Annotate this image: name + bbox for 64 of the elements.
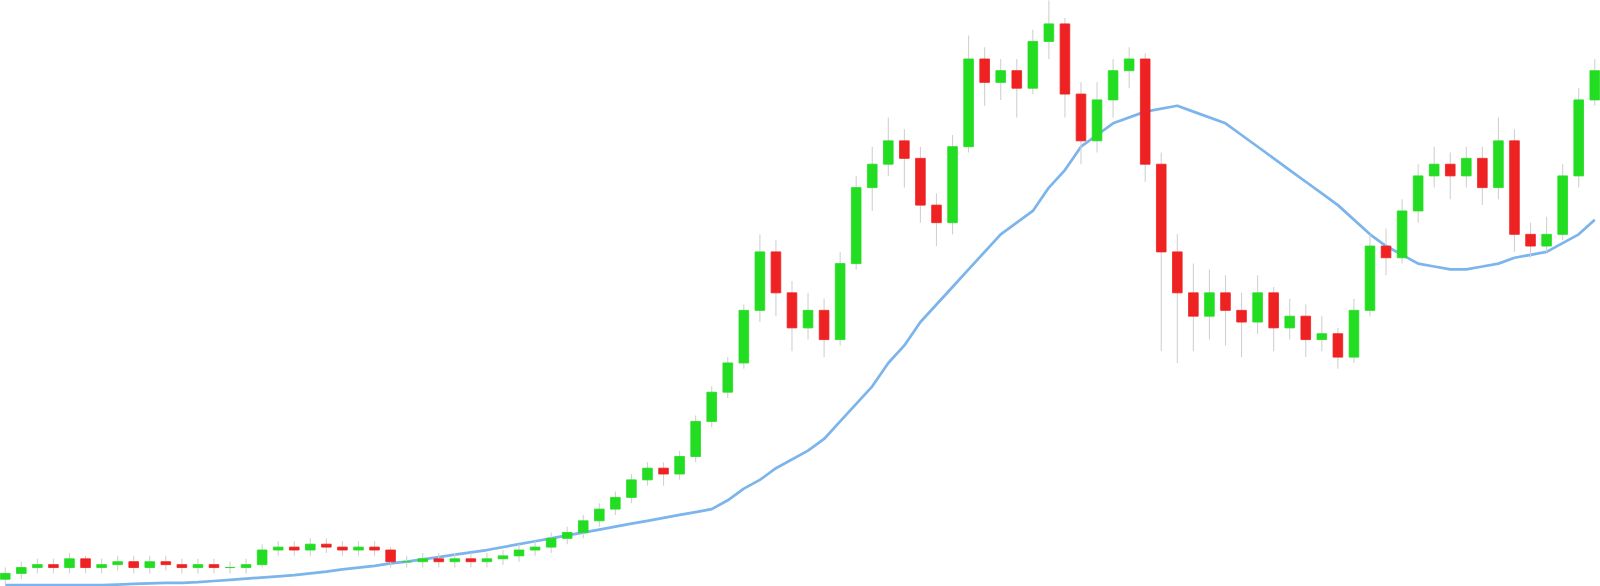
candlestick bbox=[1332, 327, 1344, 370]
candlestick bbox=[1284, 297, 1295, 340]
candlestick bbox=[1493, 116, 1504, 200]
candlestick bbox=[240, 558, 252, 574]
candlestick bbox=[594, 502, 605, 527]
candlestick bbox=[1541, 216, 1552, 253]
candlestick bbox=[1091, 81, 1103, 153]
candlestick bbox=[1236, 292, 1247, 358]
candlestick bbox=[1011, 58, 1022, 118]
candlestick bbox=[1396, 198, 1408, 264]
candlestick bbox=[529, 540, 541, 557]
candlestick bbox=[706, 385, 717, 428]
candlestick bbox=[497, 549, 509, 565]
candlestick bbox=[626, 473, 637, 504]
candlestick bbox=[674, 449, 685, 481]
candlestick bbox=[385, 546, 396, 568]
candlestick bbox=[1445, 151, 1456, 200]
candlestick bbox=[578, 514, 589, 539]
candlestick bbox=[192, 558, 204, 574]
candlestick bbox=[1172, 233, 1183, 364]
candlestick bbox=[1220, 274, 1231, 346]
candlestick bbox=[690, 414, 701, 463]
candlestick bbox=[642, 461, 653, 487]
candlestick bbox=[1525, 221, 1536, 259]
candlestick bbox=[1268, 286, 1279, 352]
candlestick bbox=[256, 543, 268, 568]
candlestick bbox=[513, 543, 525, 563]
candlestick bbox=[1075, 81, 1087, 165]
candlestick bbox=[979, 46, 990, 107]
candlestick bbox=[610, 490, 621, 516]
candlestick bbox=[1380, 227, 1392, 276]
candlestick bbox=[1428, 145, 1440, 188]
candlestick bbox=[481, 552, 493, 568]
candlestick bbox=[995, 58, 1006, 101]
candlestick bbox=[899, 128, 910, 188]
candlestick bbox=[465, 552, 477, 568]
candlestick bbox=[818, 297, 830, 358]
candlestick bbox=[208, 558, 220, 574]
candlestick bbox=[64, 552, 75, 574]
candlestick bbox=[1461, 145, 1472, 188]
candlestick bbox=[1188, 262, 1199, 352]
candlestick bbox=[722, 356, 733, 399]
candlestick bbox=[1252, 274, 1263, 335]
candlestick bbox=[1204, 268, 1215, 340]
candlestick bbox=[883, 116, 894, 177]
candlestick bbox=[1348, 297, 1360, 364]
candlestick bbox=[1300, 303, 1311, 358]
candlestick bbox=[1316, 315, 1328, 352]
candlestick bbox=[867, 145, 878, 212]
candlestick bbox=[1123, 46, 1135, 89]
candlestick bbox=[802, 292, 814, 340]
candlestick bbox=[224, 560, 236, 574]
candlestick bbox=[1027, 28, 1039, 95]
candlestick bbox=[658, 461, 669, 487]
candlestick bbox=[176, 558, 188, 574]
candlestick bbox=[1477, 145, 1488, 206]
candlestick bbox=[545, 531, 557, 554]
candlestick bbox=[1412, 163, 1424, 223]
candlestick bbox=[915, 145, 926, 223]
candlestick bbox=[786, 280, 798, 352]
candlestick bbox=[770, 239, 782, 317]
candlestick bbox=[1043, 0, 1055, 60]
candlestick bbox=[931, 192, 942, 247]
candlestick bbox=[1107, 58, 1119, 118]
